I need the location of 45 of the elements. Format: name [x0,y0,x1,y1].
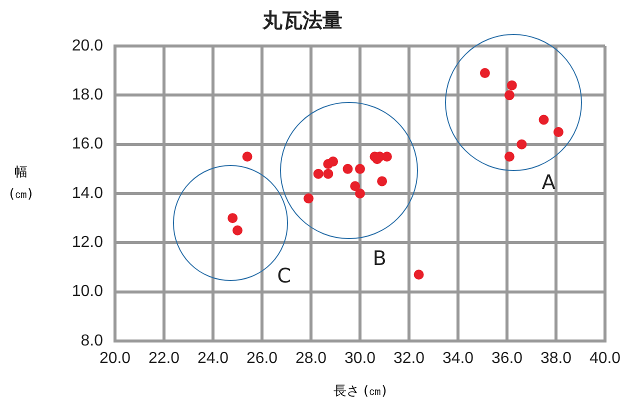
x-tick-label: 38.0 [540,350,572,368]
y-tick-label: 10.0 [72,283,104,300]
point [504,90,514,100]
y-tick-label: 18.0 [72,86,104,104]
x-tick-label: 36.0 [491,350,523,368]
point [480,68,490,78]
point [516,139,527,150]
x-tick-label: 34.0 [442,350,474,368]
point [342,164,353,174]
point [350,181,360,192]
point [304,193,314,204]
y-tick-label: 14.0 [72,184,104,202]
point [323,168,334,179]
point [538,114,549,125]
annotation: B [372,246,386,270]
point [228,213,238,224]
y-tick-label: 20.0 [72,37,104,54]
x-tick-label: 30.0 [344,350,376,368]
x-tick-label: 32.0 [393,350,425,368]
x-tick-label: 20.0 [99,350,131,368]
point [355,188,365,198]
point [377,176,388,186]
annotation: C [277,263,292,288]
point [355,164,365,174]
x-tick-label: 22.0 [148,350,180,368]
x-axis-title: 長さ (㎝) [332,383,388,400]
point [313,168,324,179]
point [242,152,252,162]
point [232,225,242,236]
point [553,127,564,138]
point [414,270,424,280]
point [328,156,338,167]
y-axis-title: 幅 (㎝) [8,164,34,204]
annotation: A [542,170,556,194]
x-tick-label: 24.0 [197,350,229,368]
x-tick-label: 40.0 [589,350,621,368]
point [504,152,514,162]
point [506,80,517,90]
y-tick-label: 8.0 [80,332,104,350]
x-tick-label: 26.0 [246,350,278,368]
chart-title: 丸瓦法量 [262,8,342,32]
point [382,152,392,162]
y-tick-label: 12.0 [72,234,104,252]
y-tick-label: 16.0 [72,136,104,153]
x-tick-label: 28.0 [295,350,327,368]
